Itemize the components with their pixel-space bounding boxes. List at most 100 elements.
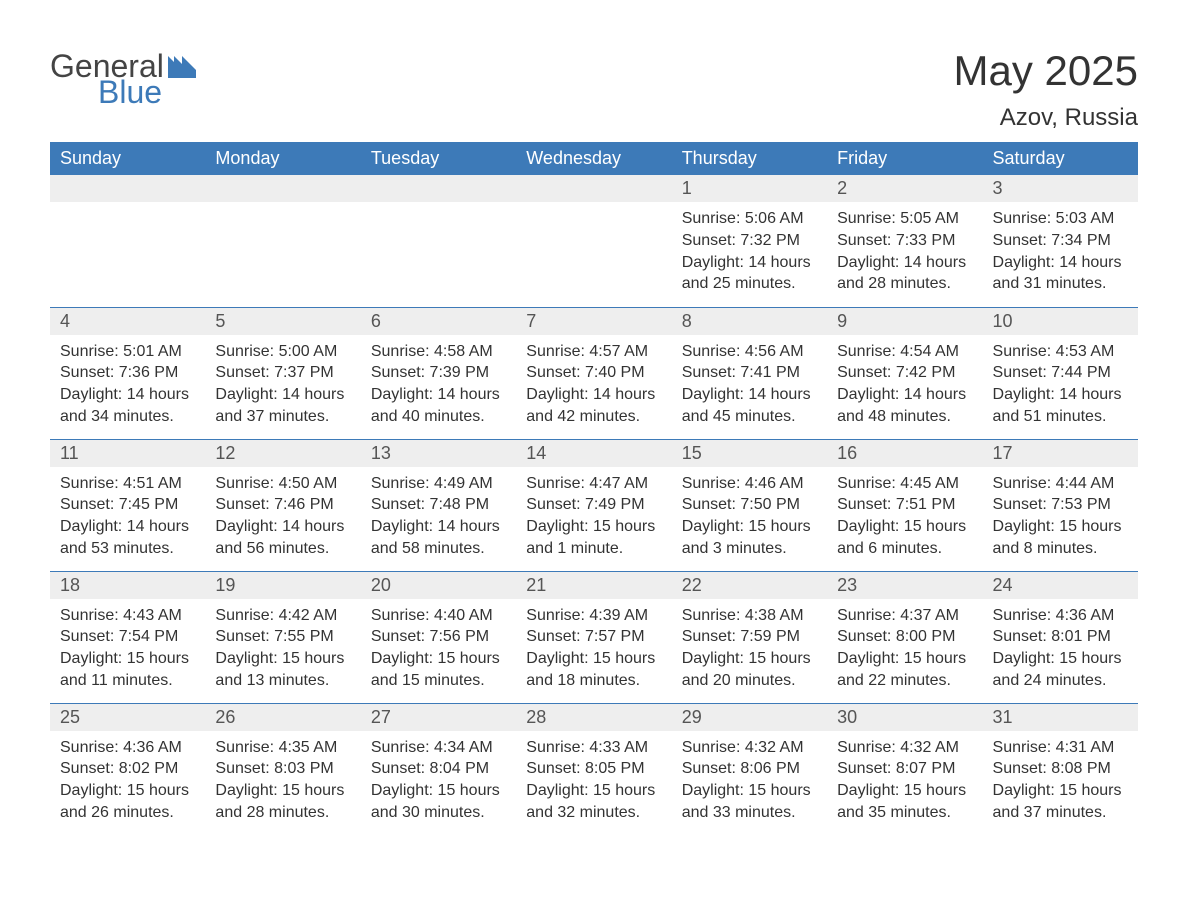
sunrise-text: Sunrise: 4:37 AM xyxy=(837,605,972,627)
daylight-text: Daylight: 14 hours and 40 minutes. xyxy=(371,384,506,427)
calendar-cell: 15Sunrise: 4:46 AMSunset: 7:50 PMDayligh… xyxy=(672,439,827,571)
title-block: May 2025 Azov, Russia xyxy=(954,50,1138,132)
sunrise-text: Sunrise: 4:50 AM xyxy=(215,473,350,495)
sunset-text: Sunset: 7:36 PM xyxy=(60,362,195,384)
sunset-text: Sunset: 8:03 PM xyxy=(215,758,350,780)
day-number: 10 xyxy=(983,308,1138,335)
sunset-text: Sunset: 7:48 PM xyxy=(371,494,506,516)
sunrise-text: Sunrise: 4:31 AM xyxy=(993,737,1128,759)
calendar-cell: 16Sunrise: 4:45 AMSunset: 7:51 PMDayligh… xyxy=(827,439,982,571)
day-number: 27 xyxy=(361,704,516,731)
daylight-text: Daylight: 15 hours and 32 minutes. xyxy=(526,780,661,823)
sunset-text: Sunset: 7:40 PM xyxy=(526,362,661,384)
day-body: Sunrise: 4:33 AMSunset: 8:05 PMDaylight:… xyxy=(516,731,671,827)
day-number: 4 xyxy=(50,308,205,335)
day-number: 25 xyxy=(50,704,205,731)
sunrise-text: Sunrise: 5:03 AM xyxy=(993,208,1128,230)
day-number: 9 xyxy=(827,308,982,335)
day-number: 6 xyxy=(361,308,516,335)
sunset-text: Sunset: 8:00 PM xyxy=(837,626,972,648)
sunrise-text: Sunrise: 4:49 AM xyxy=(371,473,506,495)
day-number: 7 xyxy=(516,308,671,335)
location: Azov, Russia xyxy=(954,104,1138,132)
day-body: Sunrise: 4:43 AMSunset: 7:54 PMDaylight:… xyxy=(50,599,205,695)
calendar-cell: 26Sunrise: 4:35 AMSunset: 8:03 PMDayligh… xyxy=(205,703,360,835)
sunset-text: Sunset: 8:06 PM xyxy=(682,758,817,780)
sunrise-text: Sunrise: 5:01 AM xyxy=(60,341,195,363)
daylight-text: Daylight: 14 hours and 31 minutes. xyxy=(993,252,1128,295)
day-body: Sunrise: 4:37 AMSunset: 8:00 PMDaylight:… xyxy=(827,599,982,695)
sunrise-text: Sunrise: 4:36 AM xyxy=(60,737,195,759)
sunset-text: Sunset: 7:59 PM xyxy=(682,626,817,648)
sunrise-text: Sunrise: 4:32 AM xyxy=(837,737,972,759)
daylight-text: Daylight: 14 hours and 45 minutes. xyxy=(682,384,817,427)
daylight-text: Daylight: 15 hours and 30 minutes. xyxy=(371,780,506,823)
sunset-text: Sunset: 7:42 PM xyxy=(837,362,972,384)
day-body: Sunrise: 4:54 AMSunset: 7:42 PMDaylight:… xyxy=(827,335,982,431)
calendar-cell: 21Sunrise: 4:39 AMSunset: 7:57 PMDayligh… xyxy=(516,571,671,703)
day-number: 16 xyxy=(827,440,982,467)
day-number: 22 xyxy=(672,572,827,599)
sunrise-text: Sunrise: 5:00 AM xyxy=(215,341,350,363)
sunset-text: Sunset: 7:34 PM xyxy=(993,230,1128,252)
sunset-text: Sunset: 7:45 PM xyxy=(60,494,195,516)
day-number xyxy=(361,175,516,202)
sunrise-text: Sunrise: 4:35 AM xyxy=(215,737,350,759)
daylight-text: Daylight: 15 hours and 24 minutes. xyxy=(993,648,1128,691)
calendar-cell: 27Sunrise: 4:34 AMSunset: 8:04 PMDayligh… xyxy=(361,703,516,835)
sunset-text: Sunset: 7:53 PM xyxy=(993,494,1128,516)
day-number: 18 xyxy=(50,572,205,599)
day-number: 1 xyxy=(672,175,827,202)
day-body: Sunrise: 4:56 AMSunset: 7:41 PMDaylight:… xyxy=(672,335,827,431)
daylight-text: Daylight: 15 hours and 26 minutes. xyxy=(60,780,195,823)
calendar-cell: 2Sunrise: 5:05 AMSunset: 7:33 PMDaylight… xyxy=(827,175,982,307)
day-number: 20 xyxy=(361,572,516,599)
calendar-week: 25Sunrise: 4:36 AMSunset: 8:02 PMDayligh… xyxy=(50,703,1138,835)
daylight-text: Daylight: 15 hours and 20 minutes. xyxy=(682,648,817,691)
sunrise-text: Sunrise: 4:38 AM xyxy=(682,605,817,627)
day-number: 24 xyxy=(983,572,1138,599)
sunrise-text: Sunrise: 4:57 AM xyxy=(526,341,661,363)
sunset-text: Sunset: 7:46 PM xyxy=(215,494,350,516)
day-number: 15 xyxy=(672,440,827,467)
sunset-text: Sunset: 8:04 PM xyxy=(371,758,506,780)
calendar-cell: 24Sunrise: 4:36 AMSunset: 8:01 PMDayligh… xyxy=(983,571,1138,703)
sunset-text: Sunset: 7:41 PM xyxy=(682,362,817,384)
calendar-cell: 20Sunrise: 4:40 AMSunset: 7:56 PMDayligh… xyxy=(361,571,516,703)
day-number: 2 xyxy=(827,175,982,202)
day-body: Sunrise: 4:58 AMSunset: 7:39 PMDaylight:… xyxy=(361,335,516,431)
sunset-text: Sunset: 8:05 PM xyxy=(526,758,661,780)
sunrise-text: Sunrise: 4:46 AM xyxy=(682,473,817,495)
daylight-text: Daylight: 14 hours and 51 minutes. xyxy=(993,384,1128,427)
month-title: May 2025 xyxy=(954,50,1138,92)
calendar-cell xyxy=(516,175,671,307)
sunrise-text: Sunrise: 4:44 AM xyxy=(993,473,1128,495)
weekday-header: Friday xyxy=(827,142,982,175)
day-body: Sunrise: 4:32 AMSunset: 8:07 PMDaylight:… xyxy=(827,731,982,827)
logo-word2: Blue xyxy=(98,76,164,108)
flag-icon xyxy=(168,56,196,78)
day-number: 13 xyxy=(361,440,516,467)
sunrise-text: Sunrise: 4:43 AM xyxy=(60,605,195,627)
day-body: Sunrise: 4:31 AMSunset: 8:08 PMDaylight:… xyxy=(983,731,1138,827)
day-number: 11 xyxy=(50,440,205,467)
calendar-cell: 5Sunrise: 5:00 AMSunset: 7:37 PMDaylight… xyxy=(205,307,360,439)
daylight-text: Daylight: 15 hours and 22 minutes. xyxy=(837,648,972,691)
sunrise-text: Sunrise: 4:58 AM xyxy=(371,341,506,363)
calendar-cell: 23Sunrise: 4:37 AMSunset: 8:00 PMDayligh… xyxy=(827,571,982,703)
day-number xyxy=(50,175,205,202)
sunset-text: Sunset: 8:07 PM xyxy=(837,758,972,780)
daylight-text: Daylight: 14 hours and 37 minutes. xyxy=(215,384,350,427)
weekday-header: Monday xyxy=(205,142,360,175)
daylight-text: Daylight: 15 hours and 8 minutes. xyxy=(993,516,1128,559)
calendar-cell: 10Sunrise: 4:53 AMSunset: 7:44 PMDayligh… xyxy=(983,307,1138,439)
weekday-header: Saturday xyxy=(983,142,1138,175)
day-number: 29 xyxy=(672,704,827,731)
weekday-header: Sunday xyxy=(50,142,205,175)
calendar-cell: 28Sunrise: 4:33 AMSunset: 8:05 PMDayligh… xyxy=(516,703,671,835)
calendar-cell: 22 Sunrise: 4:38 AMSunset: 7:59 PMDayligh… xyxy=(672,571,827,703)
day-number: 26 xyxy=(205,704,360,731)
day-number: 8 xyxy=(672,308,827,335)
calendar-cell: 18Sunrise: 4:43 AMSunset: 7:54 PMDayligh… xyxy=(50,571,205,703)
weekday-header: Tuesday xyxy=(361,142,516,175)
